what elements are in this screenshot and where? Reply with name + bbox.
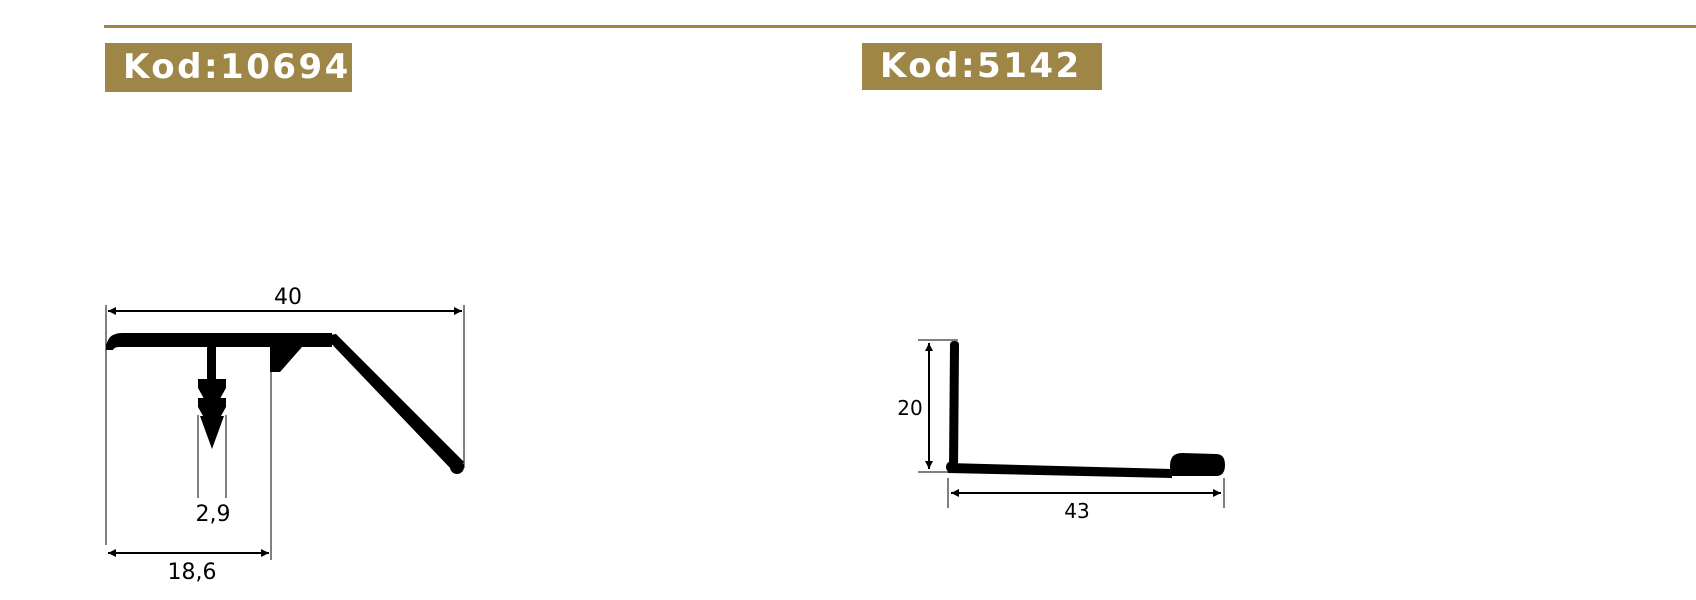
dimension-label-height: 20 <box>897 396 922 420</box>
dimension-label-overall-width: 40 <box>274 285 302 310</box>
dimension-slot-width: 2,9 <box>196 415 231 527</box>
profile-drawing-5142: 20 43 <box>897 339 1225 523</box>
dimension-width: 43 <box>947 478 1225 523</box>
product-code-badge: Kod:5142 <box>862 43 1102 90</box>
dimension-label-width: 43 <box>1064 499 1089 523</box>
dimension-overall-width: 40 <box>105 285 465 545</box>
dimension-leg-offset: 18,6 <box>108 370 272 585</box>
dimension-label-leg-offset: 18,6 <box>168 560 217 585</box>
product-code-badge: Kod:10694 <box>105 43 352 92</box>
profile-drawing-10694: 40 2,9 18,6 <box>105 285 465 585</box>
profile-shape <box>106 333 464 474</box>
header-rule <box>104 25 1696 28</box>
dimension-label-slot-width: 2,9 <box>196 502 231 527</box>
profile-shape <box>946 341 1225 478</box>
dimension-height: 20 <box>897 339 958 473</box>
